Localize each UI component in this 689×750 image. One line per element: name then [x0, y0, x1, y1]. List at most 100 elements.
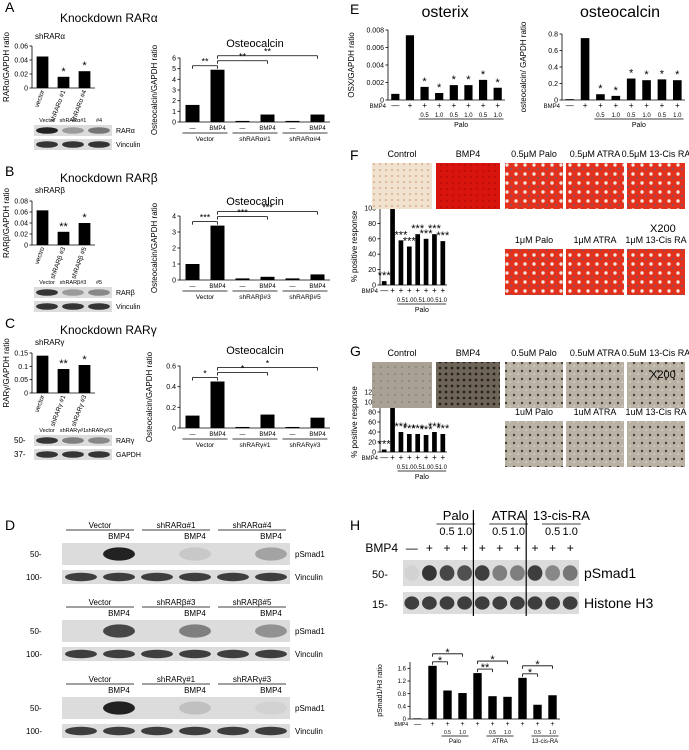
bar: [57, 231, 70, 245]
micrograph: [505, 249, 563, 295]
y-tick-label: 1: [172, 261, 176, 268]
y-axis-label: % positive response: [350, 386, 359, 458]
bar: [310, 417, 325, 428]
dose-label: 1.0: [439, 465, 448, 471]
significance-label: *: [266, 359, 270, 369]
bar: [235, 120, 250, 122]
bar: [596, 94, 605, 100]
blot-band: [217, 726, 249, 736]
blot-band: [255, 547, 287, 561]
y-tick-label: 0.08: [14, 198, 28, 205]
group-label: Palo: [449, 739, 462, 745]
group-label: shRARγ#3: [289, 442, 320, 449]
y-tick-label: 0: [554, 97, 558, 104]
blot-row-label: RARα: [116, 128, 135, 135]
group-label: Palo: [454, 122, 468, 129]
bar: [390, 208, 395, 285]
y-axis-label: RARβ/GAPDH ratio: [2, 187, 11, 258]
blot-band: [217, 572, 249, 582]
blot-treatment-label: BMP4: [108, 609, 130, 618]
significance-label: *: [437, 82, 442, 94]
significance-label: **: [481, 662, 490, 674]
blot-band: [62, 437, 84, 444]
bar: [488, 696, 497, 719]
group-label: Palo: [415, 307, 429, 314]
x-tick-label: +: [408, 101, 413, 110]
x-tick-label: BMP4: [309, 432, 326, 438]
significance-label: ***: [200, 213, 211, 223]
blot-row-label: Vinculin: [116, 142, 140, 149]
chart-title: osteocalcin: [580, 4, 660, 21]
blot-band: [65, 649, 97, 659]
blot-band: [422, 565, 437, 581]
blot-treatment-label: BMP4: [365, 541, 398, 555]
blot-row-label: RARβ: [116, 290, 135, 297]
y-tick-label: 1.6: [398, 666, 407, 672]
blot-band: [62, 303, 84, 310]
x-tick-label: —: [240, 284, 246, 290]
y-tick-label: 3: [172, 87, 176, 94]
x-tick-label: BMP4: [309, 126, 326, 132]
significance-label: *: [82, 212, 87, 224]
chart-title: Osteocalcin: [226, 38, 283, 50]
image-label: 0.5μM ATRA: [570, 149, 621, 159]
micrograph: [566, 163, 624, 209]
micrograph: [627, 249, 685, 295]
bar: [210, 225, 225, 280]
x-tick-label: BMP4: [309, 284, 326, 290]
bar: [435, 93, 444, 100]
significance-label: ***: [237, 208, 248, 218]
y-tick-label: 120: [364, 389, 376, 396]
bar: [473, 673, 482, 719]
x-tick-label: +: [445, 721, 449, 728]
significance-label: *: [82, 60, 87, 72]
x-tick-label: —: [391, 101, 399, 110]
y-tick-label: 1: [172, 109, 176, 116]
significance-label: **: [264, 47, 272, 57]
blot-band: [179, 572, 211, 582]
bar: [36, 56, 49, 88]
micrograph: [566, 249, 624, 295]
y-tick-label: 0: [403, 717, 407, 723]
group-label: ATRA: [492, 739, 508, 745]
y-axis-label: RARγ/GAPDH ratio: [2, 338, 11, 408]
bar: [518, 677, 527, 719]
bar: [285, 426, 300, 428]
bar: [642, 80, 651, 100]
blot-band: [255, 624, 287, 638]
blot-marker: 50-: [30, 627, 42, 636]
micrograph: [505, 163, 563, 209]
blot-group-label: ATRA: [492, 508, 526, 523]
x-tick-label: —: [190, 284, 196, 290]
image-label: 0.5uM Palo: [511, 348, 557, 358]
bar: [503, 696, 512, 719]
dose-label: 1.0: [642, 113, 651, 119]
bar: [78, 71, 91, 88]
significance-label: *: [598, 83, 603, 95]
x-tick-label: —: [380, 453, 388, 462]
bar: [440, 241, 446, 285]
y-tick-label: 0.4: [398, 704, 407, 710]
bar: [420, 86, 429, 100]
y-tick-label: 1.2: [398, 679, 407, 685]
blot-group-label: shRARβ#5: [233, 598, 272, 607]
blot-row-label: Vinculin: [295, 650, 323, 659]
x-tick-label: —: [290, 432, 296, 438]
chart-title: shRARγ: [35, 338, 64, 347]
image-label: 0.5μM Palo: [511, 149, 557, 159]
blot-band: [179, 649, 211, 659]
blot-band: [562, 596, 578, 610]
blot-lane-sign: +: [461, 541, 468, 555]
x-tick-label: vectro: [34, 246, 47, 265]
bar: [626, 78, 636, 100]
significance-label: **: [59, 221, 68, 233]
panel-label: G: [350, 343, 361, 359]
micrograph: [627, 163, 685, 209]
blot-band: [545, 596, 560, 610]
micrograph: [436, 362, 500, 408]
y-tick-label: 60: [368, 419, 376, 426]
blot-band: [255, 649, 287, 659]
blot-band: [141, 649, 173, 659]
significance-label: ***: [395, 229, 409, 241]
y-axis-label: Osteocalcin/GAPDH ratio: [150, 202, 159, 293]
